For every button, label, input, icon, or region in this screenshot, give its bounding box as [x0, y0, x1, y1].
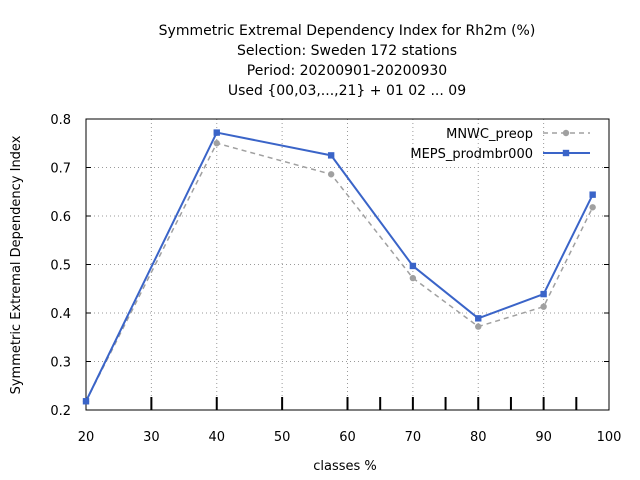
x-tick-label: 100: [597, 430, 622, 445]
data-point: [475, 315, 482, 322]
series-layer: [82, 129, 596, 405]
series-MEPS_prodmbr000: [82, 129, 596, 405]
y-tick-label: 0.3: [50, 356, 71, 371]
x-tick-label: 20: [78, 430, 95, 445]
chart-title-line-2: Selection: Sweden 172 stations: [237, 43, 457, 59]
series-MNWC_preop: [82, 140, 596, 405]
x-tick-label: 30: [143, 430, 160, 445]
chart-title: Symmetric Extremal Dependency Index for …: [159, 23, 536, 99]
data-point: [589, 191, 596, 198]
data-point: [213, 140, 220, 147]
x-tick-label: 70: [405, 430, 422, 445]
data-point: [327, 171, 335, 178]
data-point: [540, 290, 547, 298]
y-tick-label: 0.8: [50, 113, 71, 128]
series-line: [85, 142, 594, 402]
x-tick-label: 60: [339, 430, 356, 445]
data-point: [213, 129, 220, 136]
legend-label: MEPS_prodmbr000: [410, 147, 533, 162]
x-tick-label: 90: [535, 430, 552, 445]
data-point: [589, 204, 596, 211]
y-tick-label: 0.2: [50, 404, 71, 419]
chart-title-line-4: Used {00,03,...,21} + 01 02 ... 09: [228, 83, 466, 99]
y-tick-label: 0.4: [50, 307, 71, 322]
series-line: [85, 131, 594, 402]
chart-title-line-1: Symmetric Extremal Dependency Index for …: [159, 23, 536, 39]
legend-label: MNWC_preop: [446, 127, 533, 142]
x-tick-label: 40: [208, 430, 225, 445]
y-tick-label: 0.7: [50, 162, 71, 177]
data-point: [540, 303, 547, 310]
y-tick-label: 0.6: [50, 210, 71, 225]
data-point: [409, 274, 417, 282]
data-point: [475, 323, 482, 330]
legend-marker: [562, 129, 570, 137]
legend: MNWC_preop MEPS_prodmbr000: [410, 127, 590, 162]
axis-ticks: 20 30 40 50 60 70 80 90 100 0.2 0.3 0.4 0.5 0.6 0.7 0.8: [50, 113, 621, 445]
y-axis-label: Symmetric Extremal Dependency Index: [9, 135, 24, 394]
x-tick-label: 80: [470, 430, 487, 445]
data-point: [409, 262, 417, 270]
legend-marker: [562, 149, 570, 157]
chart-title-line-3: Period: 20200901-20200930: [247, 63, 447, 79]
x-axis-label: classes %: [313, 459, 377, 474]
data-point: [82, 398, 90, 405]
grid: [86, 119, 609, 410]
data-point: [327, 152, 335, 159]
y-tick-label: 0.5: [50, 259, 71, 274]
x-tick-label: 50: [274, 430, 291, 445]
